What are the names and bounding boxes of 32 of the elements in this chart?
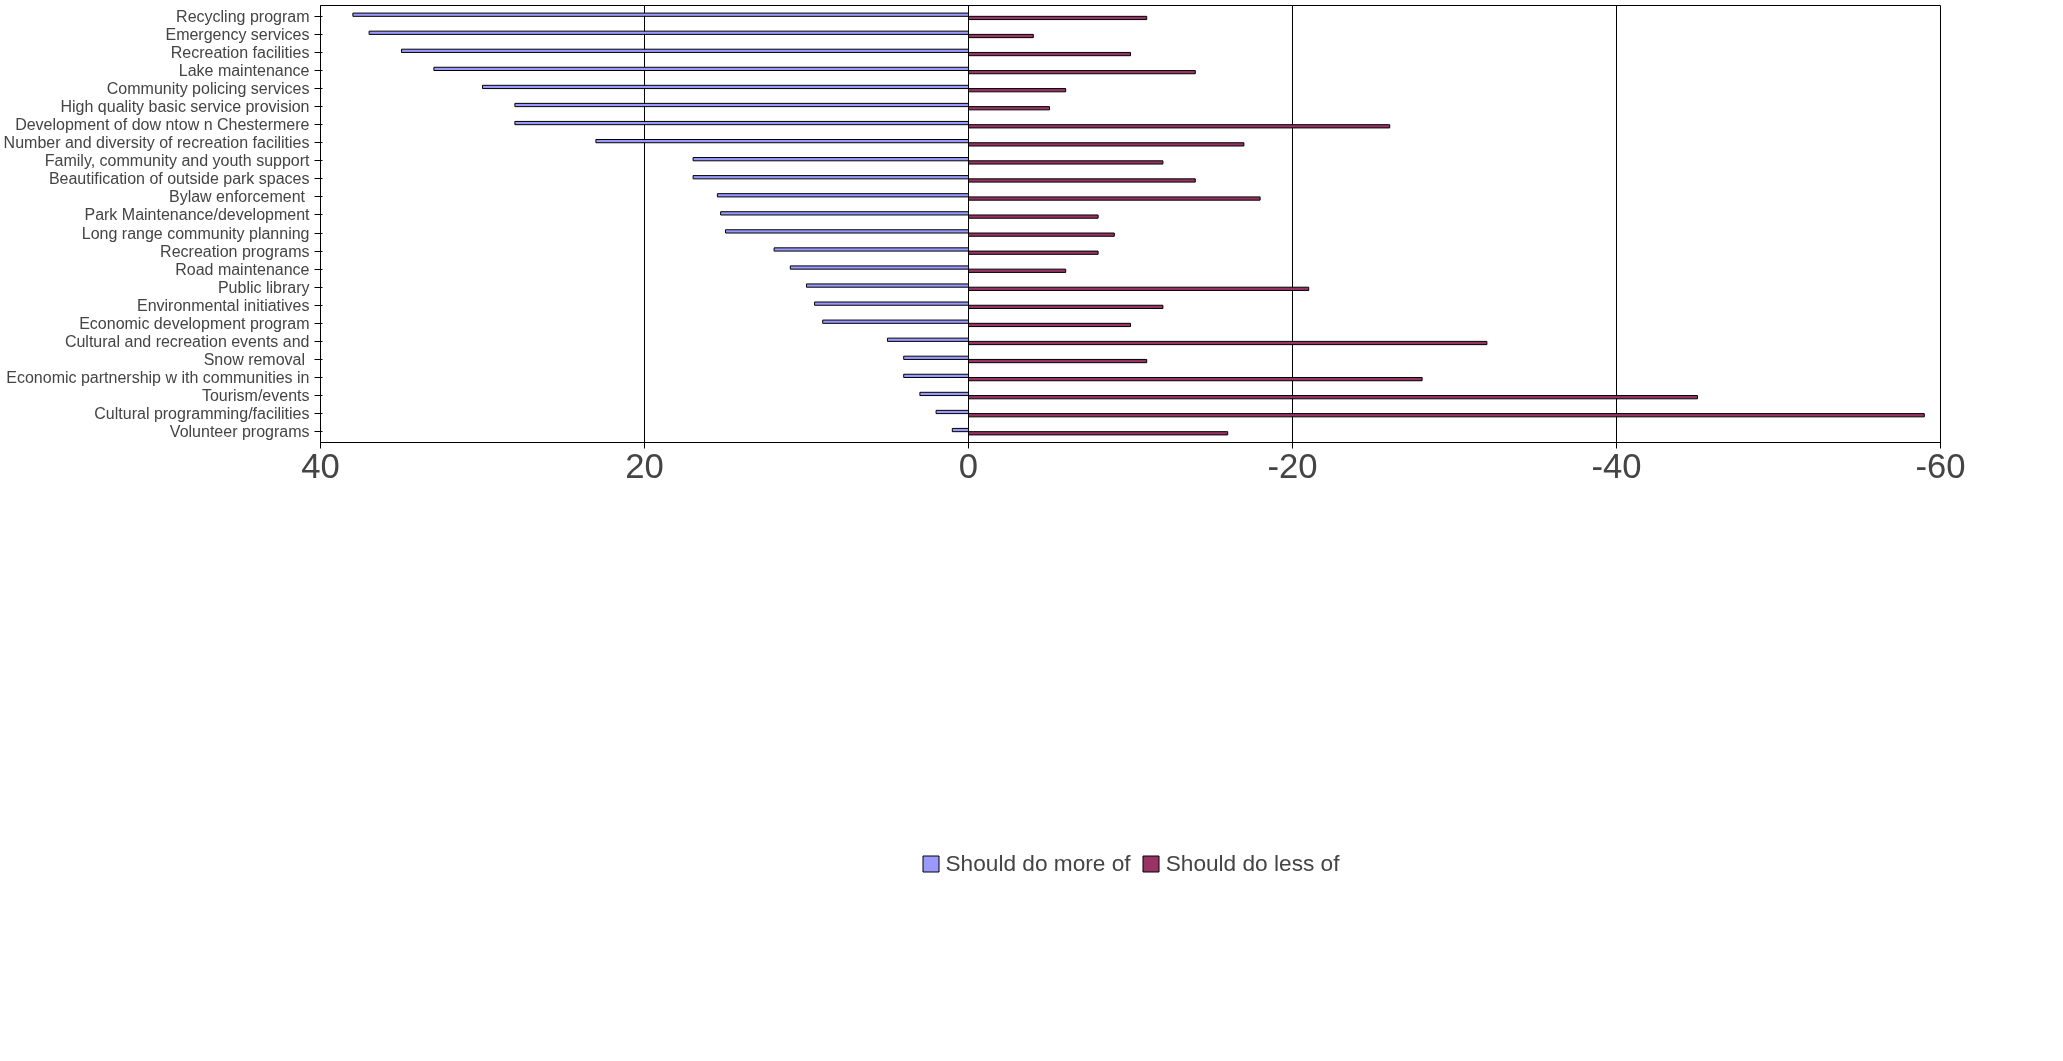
y-tick-label: Environmental initiatives	[136, 296, 310, 314]
x-tick-label: -60	[1915, 446, 1966, 485]
y-tick-label: Family, community and youth support	[44, 152, 311, 170]
y-tick-label: Public library	[217, 278, 310, 296]
y-tick-label: Economic partnership w ith communities in	[6, 368, 310, 386]
y-tick-label: Volunteer programs	[169, 423, 310, 441]
y-tick-label: Road maintenance	[175, 260, 310, 278]
y-tick-label: Park Maintenance/development	[84, 206, 311, 224]
y-tick-label: Snow removal	[203, 350, 306, 368]
y-tick-label: Economic development program	[79, 314, 310, 332]
y-tick-label: Tourism/events	[201, 387, 310, 405]
y-tick-label: High quality basic service provision	[60, 98, 310, 116]
x-tick-label: -20	[1267, 446, 1318, 485]
y-tick-label: Recreation programs	[160, 242, 310, 260]
y-tick-label: Cultural programming/facilities	[94, 405, 310, 423]
y-tick-label: Recycling program	[176, 7, 310, 25]
y-tick-label: Community policing services	[106, 80, 310, 98]
y-tick-label: Lake maintenance	[178, 62, 310, 80]
x-tick-label: 0	[958, 446, 979, 485]
y-tick-label: Recreation facilities	[170, 43, 310, 61]
legend-label: Should do more of	[945, 849, 1131, 877]
y-tick-label: Number and diversity of recreation facilities	[3, 134, 310, 152]
legend-label: Should do less of	[1165, 849, 1340, 877]
x-tick-label: 20	[625, 446, 664, 485]
y-tick-label: Cultural and recreation events and	[64, 332, 310, 350]
x-tick-label: -40	[1591, 446, 1642, 485]
y-tick-label: Bylaw enforcement	[168, 188, 306, 206]
y-tick-label: Emergency services	[165, 25, 310, 43]
y-tick-label: Long range community planning	[81, 224, 310, 242]
x-tick-label: 40	[301, 446, 340, 485]
y-tick-label: Development of dow ntow n Chestermere	[15, 116, 310, 134]
y-tick-label: Beautification of outside park spaces	[48, 170, 310, 188]
